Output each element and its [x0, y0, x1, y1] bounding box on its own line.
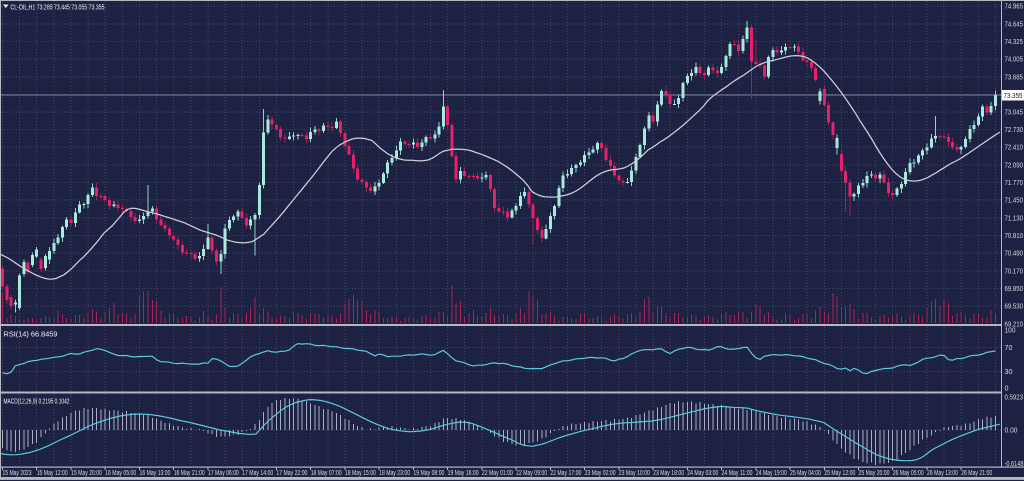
- svg-text:16 May 05:00: 16 May 05:00: [105, 470, 136, 477]
- svg-text:73.045: 73.045: [1005, 110, 1024, 117]
- svg-text:-0.6148: -0.6148: [1005, 461, 1024, 468]
- svg-text:71.770: 71.770: [1005, 180, 1024, 187]
- svg-text:19 May 16:00: 19 May 16:00: [448, 470, 479, 477]
- svg-text:24 May 19:00: 24 May 19:00: [756, 470, 787, 477]
- svg-text:25 May 04:00: 25 May 04:00: [790, 470, 821, 477]
- svg-text:72.730: 72.730: [1005, 127, 1024, 134]
- svg-text:17 May 22:00: 17 May 22:00: [276, 470, 307, 477]
- svg-text:17 May 14:00: 17 May 14:00: [242, 470, 273, 477]
- svg-text:25 May 12:00: 25 May 12:00: [824, 470, 855, 477]
- svg-text:74.965: 74.965: [1005, 4, 1024, 11]
- svg-text:15 May 20:00: 15 May 20:00: [71, 470, 102, 477]
- svg-text:70.170: 70.170: [1005, 268, 1024, 275]
- svg-text:70: 70: [1005, 345, 1013, 352]
- svg-text:71.130: 71.130: [1005, 215, 1024, 222]
- svg-text:74.645: 74.645: [1005, 21, 1024, 28]
- svg-text:26 May 05:00: 26 May 05:00: [893, 470, 924, 477]
- svg-text:72.410: 72.410: [1005, 145, 1024, 152]
- svg-text:22 May 17:00: 22 May 17:00: [550, 470, 581, 477]
- svg-text:CL-OIL,H1 73.285 73.445 73.055: CL-OIL,H1 73.285 73.445 73.055 73.355: [11, 4, 105, 11]
- svg-text:18 May 07:00: 18 May 07:00: [311, 470, 342, 477]
- svg-text:30: 30: [1005, 369, 1013, 376]
- svg-text:73.355: 73.355: [1004, 93, 1023, 100]
- svg-text:69.210: 69.210: [1005, 321, 1024, 328]
- svg-text:18 May 23:00: 18 May 23:00: [379, 470, 410, 477]
- svg-text:15 May 2023: 15 May 2023: [3, 470, 32, 477]
- svg-text:0.5923: 0.5923: [1005, 395, 1024, 402]
- svg-text:72.090: 72.090: [1005, 162, 1024, 169]
- svg-text:22 May 01:00: 22 May 01:00: [482, 470, 513, 477]
- svg-text:22 May 09:00: 22 May 09:00: [516, 470, 547, 477]
- svg-text:24 May 03:00: 24 May 03:00: [687, 470, 718, 477]
- svg-text:16 May 13:00: 16 May 13:00: [140, 470, 171, 477]
- svg-text:0: 0: [1005, 386, 1009, 393]
- svg-text:16 May 21:00: 16 May 21:00: [174, 470, 205, 477]
- svg-text:17 May 06:00: 17 May 06:00: [208, 470, 239, 477]
- svg-text:RSI(14) 66.8459: RSI(14) 66.8459: [4, 332, 58, 339]
- svg-text:74.005: 74.005: [1005, 57, 1024, 64]
- svg-text:0.00: 0.00: [1005, 428, 1018, 435]
- svg-text:15 May 12:00: 15 May 12:00: [37, 470, 68, 477]
- svg-text:19 May 08:00: 19 May 08:00: [413, 470, 444, 477]
- svg-text:69.530: 69.530: [1005, 304, 1024, 311]
- svg-text:23 May 10:00: 23 May 10:00: [619, 470, 650, 477]
- svg-text:70.490: 70.490: [1005, 251, 1024, 258]
- svg-text:24 May 11:00: 24 May 11:00: [722, 470, 753, 477]
- svg-text:25 May 20:00: 25 May 20:00: [859, 470, 890, 477]
- svg-text:23 May 02:00: 23 May 02:00: [585, 470, 616, 477]
- svg-text:71.450: 71.450: [1005, 198, 1024, 205]
- svg-text:73.685: 73.685: [1005, 74, 1024, 81]
- svg-text:MACD(12,26,9) 0.2195 0.1042: MACD(12,26,9) 0.2195 0.1042: [4, 399, 70, 406]
- svg-text:69.850: 69.850: [1005, 286, 1024, 293]
- svg-text:23 May 18:00: 23 May 18:00: [653, 470, 684, 477]
- svg-text:26 May 21:00: 26 May 21:00: [961, 470, 992, 477]
- svg-text:74.325: 74.325: [1005, 39, 1024, 46]
- svg-text:100: 100: [1005, 328, 1016, 335]
- svg-text:26 May 13:00: 26 May 13:00: [927, 470, 958, 477]
- svg-text:70.810: 70.810: [1005, 233, 1024, 240]
- svg-text:18 May 15:00: 18 May 15:00: [345, 470, 376, 477]
